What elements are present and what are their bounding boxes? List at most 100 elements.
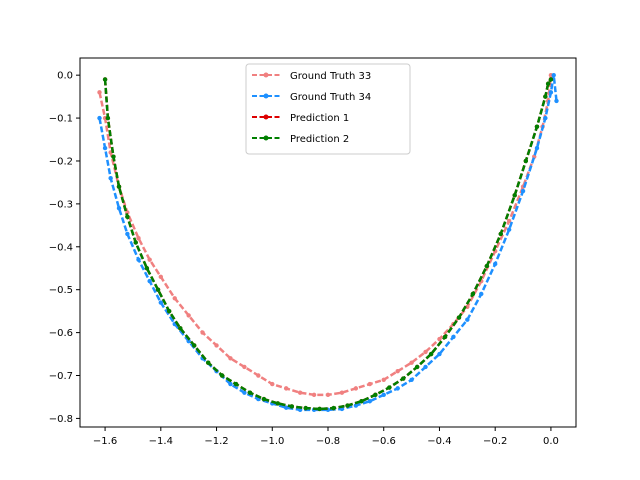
data-point	[147, 278, 152, 284]
data-point	[228, 356, 233, 361]
data-point	[219, 373, 225, 378]
data-point	[498, 231, 503, 237]
data-point	[228, 381, 233, 387]
data-point	[297, 390, 303, 395]
data-point	[144, 266, 150, 271]
data-point	[186, 338, 191, 344]
data-point	[275, 401, 281, 406]
data-point	[437, 351, 442, 357]
data-point	[456, 315, 462, 320]
data-point	[325, 392, 331, 398]
data-point	[381, 377, 386, 383]
data-point	[548, 90, 554, 95]
y-tick-label: −0.3	[49, 199, 73, 210]
data-point	[247, 390, 253, 395]
data-point	[102, 77, 108, 82]
data-point	[111, 154, 116, 159]
data-point	[437, 336, 442, 342]
data-point	[331, 405, 336, 411]
data-point	[395, 386, 400, 391]
x-tick-label: −1.0	[260, 436, 284, 447]
x-tick-label: −1.4	[149, 436, 173, 447]
data-point	[311, 392, 317, 398]
data-point	[367, 399, 372, 404]
data-point	[548, 77, 554, 82]
y-tick-label: 0.0	[57, 71, 73, 82]
data-point	[409, 377, 414, 383]
data-point	[543, 115, 548, 121]
legend-label: Prediction 1	[290, 113, 349, 124]
data-point	[359, 399, 364, 404]
data-point	[551, 72, 556, 78]
data-point	[125, 214, 130, 219]
x-tick-label: −1.2	[204, 436, 228, 447]
data-point	[270, 381, 275, 387]
x-tick-label: 0.0	[543, 436, 559, 447]
legend-swatch-marker	[263, 93, 269, 99]
data-point	[506, 218, 512, 224]
data-point	[520, 188, 526, 194]
data-point	[345, 403, 350, 408]
data-point	[214, 343, 219, 348]
data-point	[261, 396, 267, 402]
legend-swatch-marker	[263, 114, 269, 120]
legend-label: Ground Truth 34	[290, 92, 371, 103]
data-point	[409, 360, 414, 365]
data-point	[423, 364, 428, 370]
data-point	[242, 390, 247, 395]
data-point	[492, 261, 498, 267]
y-tick-label: −0.7	[49, 371, 73, 382]
data-point	[353, 403, 359, 408]
data-point	[414, 364, 420, 370]
data-point	[284, 405, 289, 410]
data-point	[133, 240, 138, 245]
data-point	[373, 392, 378, 398]
data-point	[543, 94, 548, 99]
data-point	[451, 334, 456, 340]
legend-swatch-marker	[263, 135, 269, 141]
data-point	[317, 406, 322, 412]
legend-label: Ground Truth 33	[290, 71, 371, 82]
y-tick-label: −0.8	[49, 414, 73, 425]
data-point	[116, 205, 122, 211]
data-point	[242, 364, 247, 370]
data-point	[158, 300, 164, 305]
data-point	[116, 184, 122, 189]
data-point	[465, 317, 470, 322]
data-point	[205, 360, 211, 365]
legend-item: Prediction 1	[252, 113, 349, 124]
data-point	[105, 115, 111, 121]
data-point	[506, 227, 512, 232]
series-line-ground-truth-34	[98, 73, 558, 412]
data-point	[523, 158, 529, 164]
data-point	[186, 313, 191, 318]
data-point	[192, 343, 197, 348]
y-axis: 0.0 −0.1 −0.2 −0.3 −0.4 −0.5 −0.6 −0.7 −0.8	[49, 71, 80, 425]
data-point	[545, 81, 551, 86]
data-point	[289, 404, 294, 409]
data-point	[108, 175, 113, 181]
data-point	[166, 308, 172, 314]
legend-box	[245, 63, 411, 155]
data-point	[147, 257, 152, 262]
legend-label: Prediction 2	[290, 134, 349, 145]
legend-item: Prediction 2	[252, 134, 349, 145]
data-point	[178, 326, 183, 331]
legend-item: Ground Truth 34	[252, 92, 371, 103]
data-point	[256, 373, 261, 378]
legend-swatch-marker	[263, 72, 269, 78]
series-layer	[97, 72, 559, 413]
data-point	[470, 291, 476, 297]
data-point	[554, 98, 559, 104]
series-ground-truth-34	[97, 72, 559, 413]
data-point	[381, 392, 386, 398]
x-axis: −1.6 −1.4 −1.2 −1.0 −0.8 −0.6 −0.4 −0.2 0.0	[93, 427, 559, 447]
series-line-ground-truth-33	[98, 75, 553, 397]
y-tick-label: −0.1	[49, 114, 73, 125]
data-point	[136, 236, 141, 241]
data-point	[136, 257, 141, 262]
data-point	[428, 351, 434, 357]
data-point	[512, 193, 517, 198]
y-tick-label: −0.5	[49, 285, 73, 296]
